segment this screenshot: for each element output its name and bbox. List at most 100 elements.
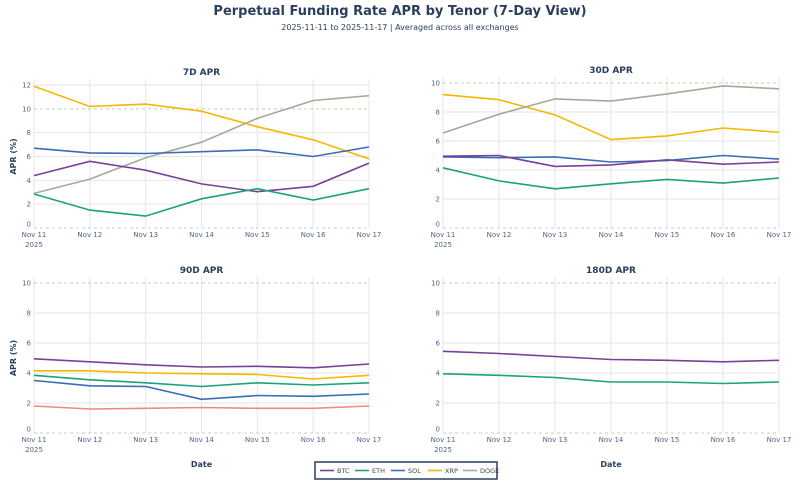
legend-box <box>314 461 498 480</box>
y-tick-label: 6 <box>27 153 32 161</box>
chart-subtitle: 2025-11-11 to 2025-11-17 | Averaged acro… <box>281 23 519 32</box>
x-tick-label: Nov 13 <box>133 436 158 444</box>
x-year-label: 2025 <box>25 241 43 249</box>
series-line-eth <box>442 373 780 385</box>
subplot-title: 7D APR <box>183 68 220 78</box>
series-line-btc <box>442 350 780 363</box>
x-tick-label: Nov 12 <box>487 436 512 444</box>
x-year-label: 2025 <box>434 446 452 454</box>
x-tick-label: Nov 13 <box>133 231 158 239</box>
x-tick-label: Nov 11 <box>22 436 47 444</box>
x-tick-label: Nov 16 <box>301 436 326 444</box>
x-tick-label: Nov 12 <box>77 436 102 444</box>
subplot-7d-apr: Nov 11 Nov 12 Nov 13 Nov 14 Nov 15 Nov 16 Nov … <box>9 68 381 249</box>
y-tick-label: 2 <box>436 196 440 204</box>
x-tick-label: Nov 17 <box>357 436 382 444</box>
x-tick-label: Nov 16 <box>711 436 736 444</box>
legend-item-doge[interactable]: DOGE <box>463 467 499 475</box>
legend: BTC ETH SOL XRP DOGE <box>314 461 499 480</box>
x-tick-label: Nov 11 <box>22 231 47 239</box>
x-tick-label: Nov 12 <box>77 231 102 239</box>
subplot-title: 90D APR <box>180 266 224 276</box>
y-tick-label: 6 <box>27 340 32 348</box>
y-tick-label: 4 <box>436 167 441 175</box>
x-tick-label: Nov 14 <box>599 231 624 239</box>
legend-item-xrp[interactable]: XRP <box>428 467 458 475</box>
x-tick-label: Nov 15 <box>655 436 680 444</box>
x-tick-label: Nov 14 <box>599 436 624 444</box>
x-tick-label: Nov 17 <box>767 436 792 444</box>
y-tick-label: 6 <box>436 340 441 348</box>
series-line-sol <box>442 154 780 163</box>
y-tick-label: 4 <box>27 370 32 378</box>
series-line-btc <box>33 358 370 369</box>
legend-label: ETH <box>372 467 385 475</box>
y-tick-label: 2 <box>27 201 31 209</box>
x-tick-label: Nov 13 <box>543 231 568 239</box>
y-tick-label: 10 <box>22 105 31 113</box>
x-year-label: 2025 <box>434 241 452 249</box>
legend-label: DOGE <box>480 467 499 475</box>
series-line-btc <box>442 154 780 168</box>
legend-item-btc[interactable]: BTC <box>320 467 350 475</box>
y-axis-label: APR (%) <box>9 138 18 174</box>
x-tick-label: Nov 15 <box>245 231 270 239</box>
y-tick-label: 8 <box>27 310 31 318</box>
series-line-doge <box>442 85 780 134</box>
subplot-title: 30D APR <box>589 66 633 76</box>
y-tick-label: 6 <box>436 138 441 146</box>
x-tick-label: Nov 16 <box>301 231 326 239</box>
y-tick-label: 0 <box>27 426 31 434</box>
series-line-xrp <box>442 93 780 141</box>
y-tick-label: 2 <box>436 400 440 408</box>
series-line-sol <box>33 146 370 158</box>
legend-item-eth[interactable]: ETH <box>355 467 385 475</box>
x-tick-label: Nov 17 <box>767 231 792 239</box>
x-year-label: 2025 <box>25 446 43 454</box>
x-tick-label: Nov 17 <box>357 231 382 239</box>
series-line-sol <box>33 379 370 401</box>
series-line-eth <box>442 167 780 190</box>
series-line-xrp <box>33 85 370 160</box>
series-line-eth <box>33 187 370 217</box>
y-tick-label: 0 <box>436 221 440 229</box>
legend-label: BTC <box>337 467 350 475</box>
legend-item-sol[interactable]: SOL <box>391 467 421 475</box>
x-tick-label: Nov 11 <box>431 231 456 239</box>
y-axis-label: APR (%) <box>9 340 18 376</box>
x-tick-label: Nov 11 <box>431 436 456 444</box>
legend-label: XRP <box>445 467 458 475</box>
x-tick-label: Nov 15 <box>655 231 680 239</box>
y-tick-label: 0 <box>436 426 440 434</box>
x-axis-label: Date <box>600 460 622 469</box>
subplot-90d-apr: Nov 11 Nov 12 Nov 13 Nov 14 Nov 15 Nov 16 Nov … <box>9 266 381 469</box>
y-tick-label: 4 <box>436 370 441 378</box>
legend-label: SOL <box>408 467 421 475</box>
subplot-title: 180D APR <box>586 266 636 276</box>
y-tick-label: 10 <box>22 280 31 288</box>
subplot-180d-apr: Nov 11 Nov 12 Nov 13 Nov 14 Nov 15 Nov 16 Nov … <box>431 266 792 469</box>
chart-title: Perpetual Funding Rate APR by Tenor (7-D… <box>213 4 587 19</box>
y-tick-label: 10 <box>431 80 440 88</box>
y-tick-label: 8 <box>436 310 440 318</box>
y-tick-label: 8 <box>27 129 31 137</box>
x-tick-label: Nov 13 <box>543 436 568 444</box>
x-tick-label: Nov 16 <box>711 231 736 239</box>
x-tick-label: Nov 14 <box>189 231 214 239</box>
y-tick-label: 4 <box>27 177 32 185</box>
series-line-xrp <box>34 369 370 380</box>
y-tick-label: 0 <box>27 221 31 229</box>
y-tick-label: 10 <box>431 280 440 288</box>
series-line-doge <box>33 94 370 195</box>
y-tick-label: 2 <box>27 400 31 408</box>
series-line-unlabeled <box>33 405 370 410</box>
subplot-30d-apr: Nov 11 Nov 12 Nov 13 Nov 14 Nov 15 Nov 16 Nov … <box>431 66 792 249</box>
x-tick-label: Nov 15 <box>245 436 270 444</box>
x-axis-label: Date <box>191 460 213 469</box>
series-line-eth <box>33 374 370 388</box>
x-tick-label: Nov 12 <box>487 231 512 239</box>
x-tick-label: Nov 14 <box>189 436 214 444</box>
y-tick-label: 8 <box>436 109 440 117</box>
series-line-btc <box>33 160 370 193</box>
